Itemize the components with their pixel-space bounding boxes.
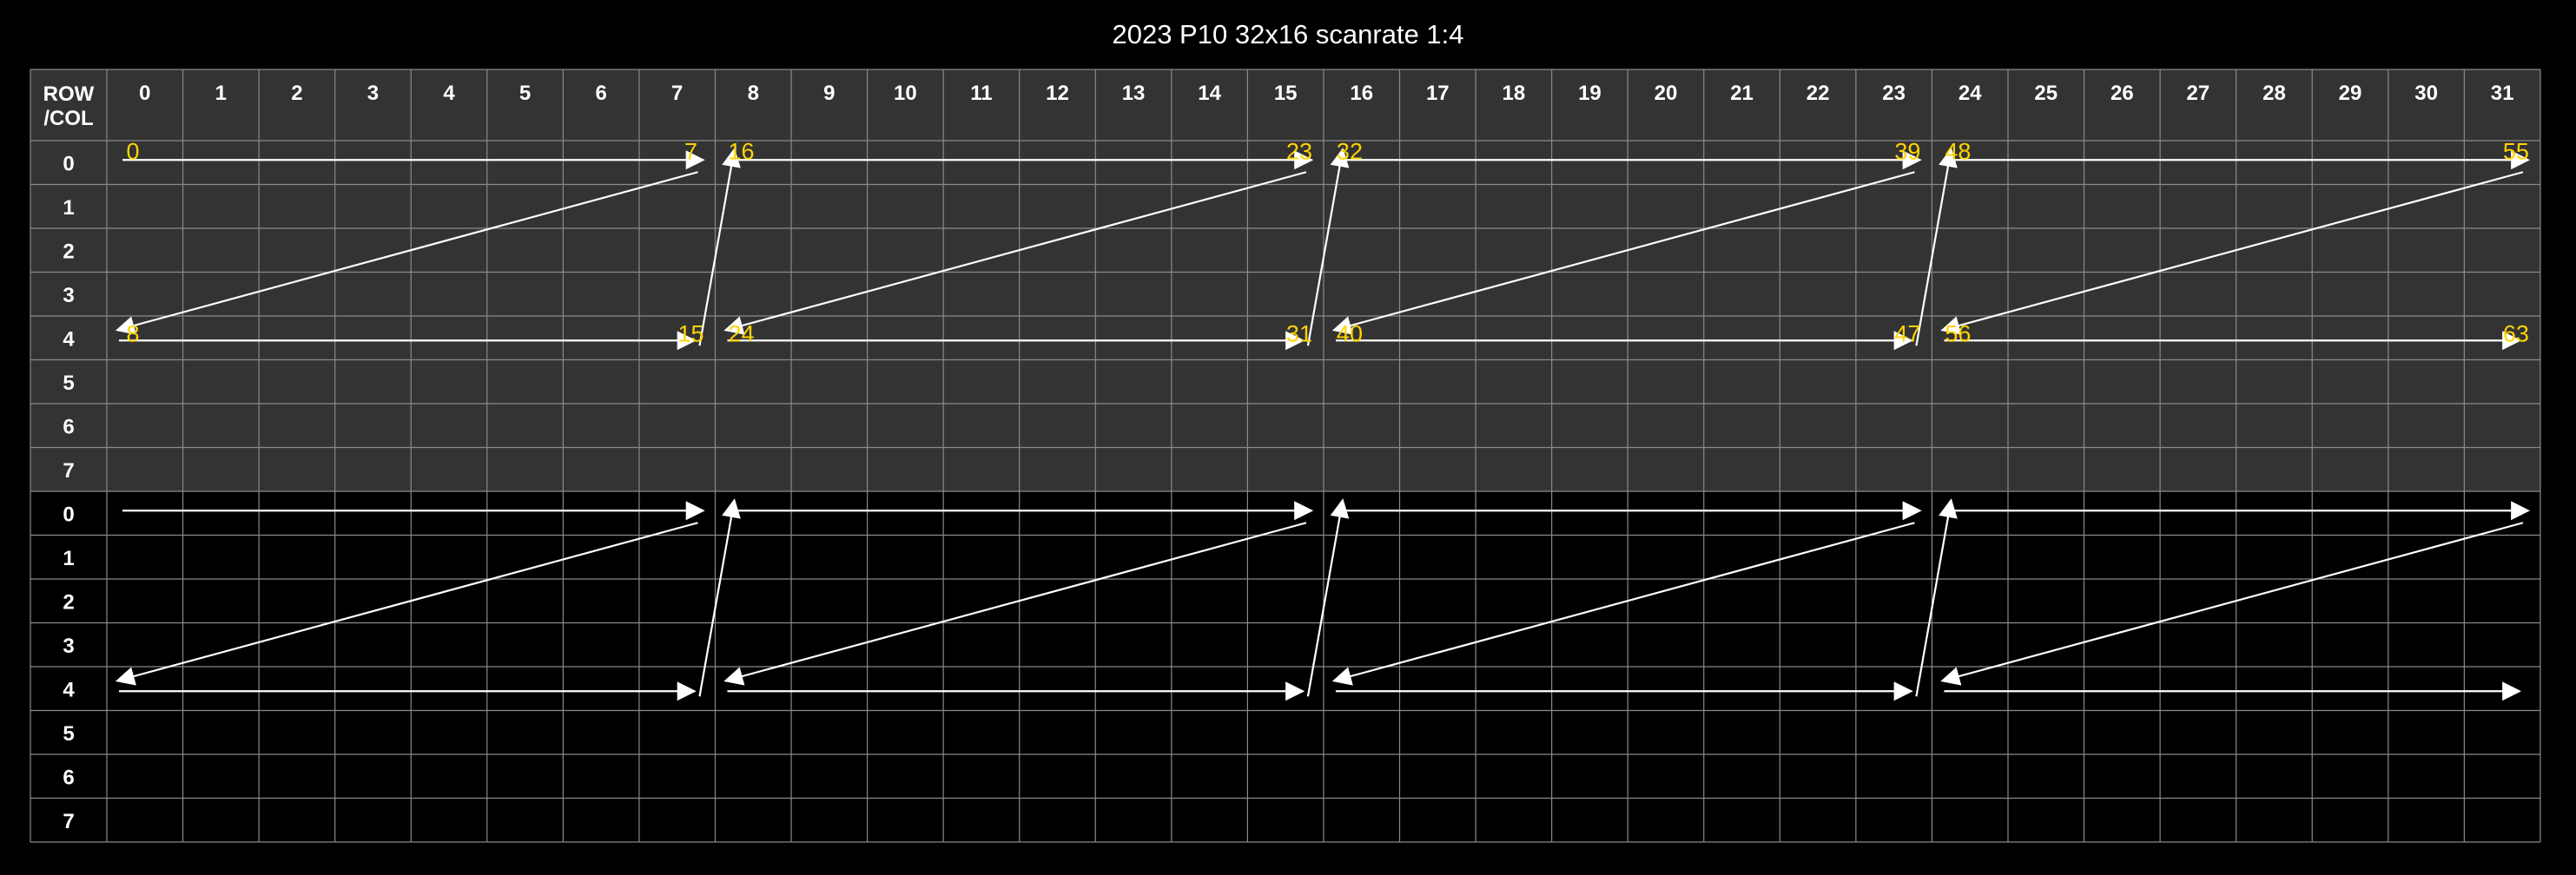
scan-index-label: 55 bbox=[2503, 138, 2529, 164]
scan-arrow-return bbox=[1331, 522, 1915, 686]
column-header: 13 bbox=[1122, 82, 1146, 105]
column-header: 15 bbox=[1274, 82, 1298, 105]
scan-index-labels: 0 7 16 23 32 39 48 55 8 15 24 31 40 47 56 63 bbox=[126, 138, 2528, 346]
lower-row-label: 4 bbox=[63, 678, 75, 701]
scan-arrow-jump bbox=[698, 148, 741, 346]
column-header: 30 bbox=[2414, 82, 2438, 105]
scan-index-label: 23 bbox=[1286, 138, 1312, 164]
scan-arrow-jump bbox=[698, 498, 741, 697]
scan-arrow-return bbox=[115, 522, 698, 686]
scan-arrow-jump bbox=[1306, 148, 1350, 346]
scan-arrow-jump bbox=[1915, 148, 1958, 346]
column-header: 28 bbox=[2262, 82, 2286, 105]
lower-row-label: 5 bbox=[63, 722, 74, 746]
column-header: 21 bbox=[1730, 82, 1754, 105]
column-header: 7 bbox=[671, 82, 683, 105]
column-header: 11 bbox=[970, 82, 992, 105]
scan-arrow-jump bbox=[1306, 498, 1350, 697]
lower-row-label: 6 bbox=[63, 766, 74, 789]
column-header: 9 bbox=[823, 82, 835, 105]
lower-row-label: 0 bbox=[63, 503, 74, 526]
scan-index-label: 24 bbox=[728, 320, 754, 346]
column-header: 29 bbox=[2339, 82, 2362, 105]
scan-index-label: 8 bbox=[126, 320, 139, 346]
column-header: 17 bbox=[1426, 82, 1450, 105]
scan-index-label: 32 bbox=[1337, 138, 1363, 164]
scan-arrow-return bbox=[1331, 171, 1915, 335]
upper-row-label: 4 bbox=[63, 327, 75, 351]
column-header: 16 bbox=[1350, 82, 1373, 105]
column-header: 5 bbox=[519, 82, 531, 105]
column-header: 26 bbox=[2110, 82, 2134, 105]
lower-row-label: 2 bbox=[63, 590, 74, 614]
scan-index-label: 47 bbox=[1894, 320, 1920, 346]
column-header: 22 bbox=[1807, 82, 1830, 105]
column-header: 6 bbox=[595, 82, 606, 105]
row-labels: 0 1 2 3 4 5 6 7 0 1 2 3 4 5 6 7 bbox=[63, 152, 75, 833]
lower-row-label: 3 bbox=[63, 635, 74, 658]
column-header: 0 bbox=[139, 82, 150, 105]
column-header: 25 bbox=[2034, 82, 2057, 105]
upper-row-label: 2 bbox=[63, 240, 74, 263]
column-header: 2 bbox=[291, 82, 302, 105]
scan-index-label: 31 bbox=[1286, 320, 1312, 346]
column-header: 4 bbox=[443, 82, 455, 105]
scan-index-label: 7 bbox=[684, 138, 697, 164]
scan-index-label: 63 bbox=[2503, 320, 2529, 346]
corner-label-col: /COL bbox=[43, 107, 93, 130]
scan-arrow-return bbox=[1940, 171, 2524, 335]
column-header: 14 bbox=[1198, 82, 1221, 105]
diagram-title: 2023 P10 32x16 scanrate 1:4 bbox=[1112, 19, 1464, 49]
column-header: 31 bbox=[2491, 82, 2514, 105]
column-header: 19 bbox=[1578, 82, 1602, 105]
lower-row-label: 7 bbox=[63, 810, 74, 833]
scan-index-label: 16 bbox=[728, 138, 754, 164]
upper-row-label: 1 bbox=[63, 196, 74, 220]
grid-fills bbox=[30, 69, 2540, 842]
column-header: 8 bbox=[748, 82, 759, 105]
column-header: 1 bbox=[215, 82, 227, 105]
header-fill bbox=[30, 69, 2540, 141]
scan-index-label: 0 bbox=[126, 138, 139, 164]
scan-index-label: 39 bbox=[1894, 138, 1920, 164]
scan-index-label: 40 bbox=[1337, 320, 1363, 346]
corner-label-row: ROW bbox=[43, 82, 95, 106]
column-header: 27 bbox=[2187, 82, 2210, 105]
column-header: 23 bbox=[1882, 82, 1906, 105]
upper-row-label: 7 bbox=[63, 459, 74, 483]
upper-row-label: 6 bbox=[63, 415, 74, 438]
scan-arrow-return bbox=[115, 171, 698, 335]
column-header: 10 bbox=[894, 82, 917, 105]
scan-arrow-return bbox=[1940, 522, 2524, 686]
scan-arrow-return bbox=[723, 522, 1307, 686]
lower-row-label: 1 bbox=[63, 547, 74, 570]
column-header: 20 bbox=[1655, 82, 1678, 105]
scan-index-label: 15 bbox=[677, 320, 703, 346]
scan-arrows bbox=[115, 148, 2531, 701]
grid-lines bbox=[30, 69, 2541, 843]
upper-row-label: 0 bbox=[63, 152, 74, 175]
scan-index-label: 56 bbox=[1945, 320, 1971, 346]
column-header: 3 bbox=[367, 82, 379, 105]
scan-index-label: 48 bbox=[1945, 138, 1971, 164]
column-header: 18 bbox=[1503, 82, 1526, 105]
column-header: 24 bbox=[1958, 82, 1982, 105]
upper-row-label: 5 bbox=[63, 372, 74, 395]
column-header: 12 bbox=[1046, 82, 1069, 105]
header-row: ROW /COL 0 1 2 3 4 5 6 7 8 9 10 11 12 13 14 15 16 17 18 19 2… bbox=[43, 82, 2514, 130]
scan-arrow-jump bbox=[1915, 498, 1958, 697]
upper-row-label: 3 bbox=[63, 284, 74, 307]
scan-arrow-return bbox=[723, 171, 1307, 335]
